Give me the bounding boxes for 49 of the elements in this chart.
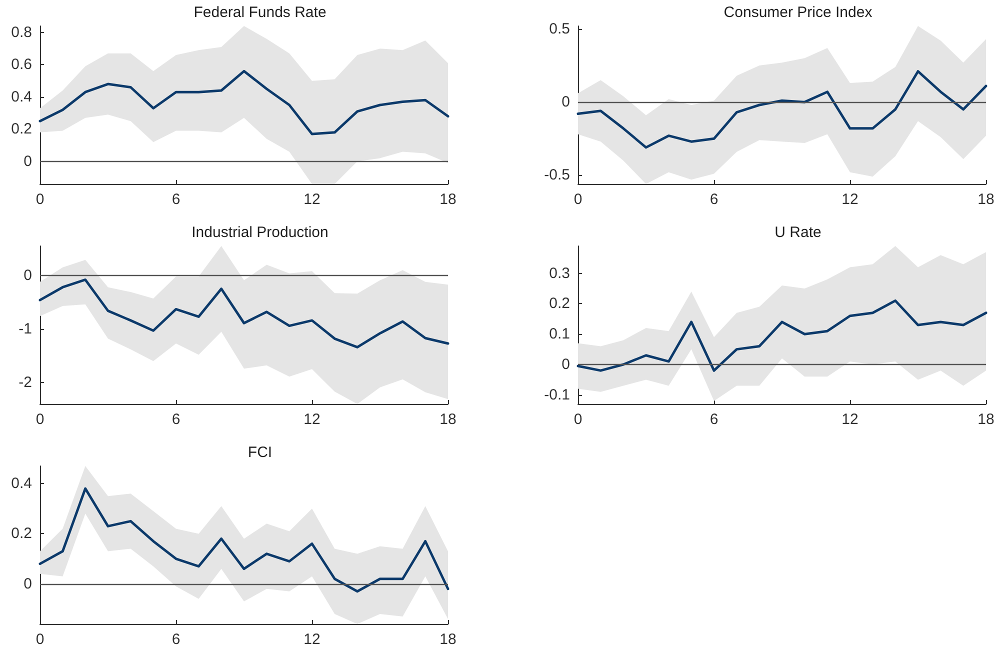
x-tick-label: 0: [36, 631, 44, 648]
x-tick-label: 12: [842, 411, 858, 428]
chart-title: Consumer Price Index: [724, 4, 873, 21]
x-tick-label: 12: [304, 631, 320, 648]
x-tick-label: 6: [172, 631, 180, 648]
y-tick-label: -2: [18, 374, 32, 392]
y-tick-label: 0: [24, 152, 32, 170]
y-tick-label: 0.4: [11, 475, 32, 492]
line-series: [576, 299, 988, 372]
y-tick-label: 0: [24, 575, 32, 592]
x-tick-label: 18: [978, 191, 994, 208]
y-tick-label: 0: [24, 266, 32, 284]
y-tick-label: 0: [562, 356, 570, 373]
x-tick-label: 18: [440, 191, 456, 208]
x-tick-label: 6: [710, 191, 718, 208]
x-tick-label: 18: [978, 411, 994, 428]
x-tick-label: 0: [574, 191, 582, 208]
x-tick-label: 6: [172, 191, 180, 208]
line-series: [38, 278, 450, 348]
chart-title: FCI: [248, 444, 272, 461]
chart-title: Federal Funds Rate: [194, 4, 326, 21]
y-tick-label: 0.1: [549, 326, 570, 343]
y-tick-label: 0.2: [549, 295, 570, 312]
x-tick-label: 6: [710, 411, 718, 428]
x-tick-label: 0: [36, 411, 44, 428]
y-tick-label: 0.4: [11, 88, 32, 106]
x-tick-label: 12: [842, 191, 858, 208]
chart-title: U Rate: [774, 224, 822, 241]
x-tick-label: 12: [304, 191, 320, 208]
y-tick-label: 0: [562, 94, 570, 111]
y-tick-label: -0.1: [544, 386, 570, 404]
y-tick-label: 0.6: [11, 56, 32, 74]
y-tick-label: 0.3: [549, 264, 570, 282]
y-tick-label: -0.5: [544, 166, 570, 184]
y-tick-label: 0.8: [11, 24, 32, 41]
x-tick-label: 6: [172, 411, 180, 428]
y-tick-label: 0.5: [549, 20, 570, 38]
y-tick-label: 0.2: [11, 525, 32, 542]
x-tick-label: 0: [574, 411, 582, 428]
x-tick-label: 12: [304, 411, 320, 428]
line-series: [38, 487, 450, 593]
line-series: [38, 70, 450, 136]
line-series: [576, 70, 988, 149]
x-tick-label: 18: [440, 631, 456, 648]
chart-title: Industrial Production: [192, 224, 328, 241]
y-tick-label: 0.2: [11, 120, 32, 138]
x-tick-label: 0: [36, 191, 44, 208]
x-tick-label: 18: [440, 411, 456, 428]
y-tick-label: -1: [18, 320, 32, 338]
